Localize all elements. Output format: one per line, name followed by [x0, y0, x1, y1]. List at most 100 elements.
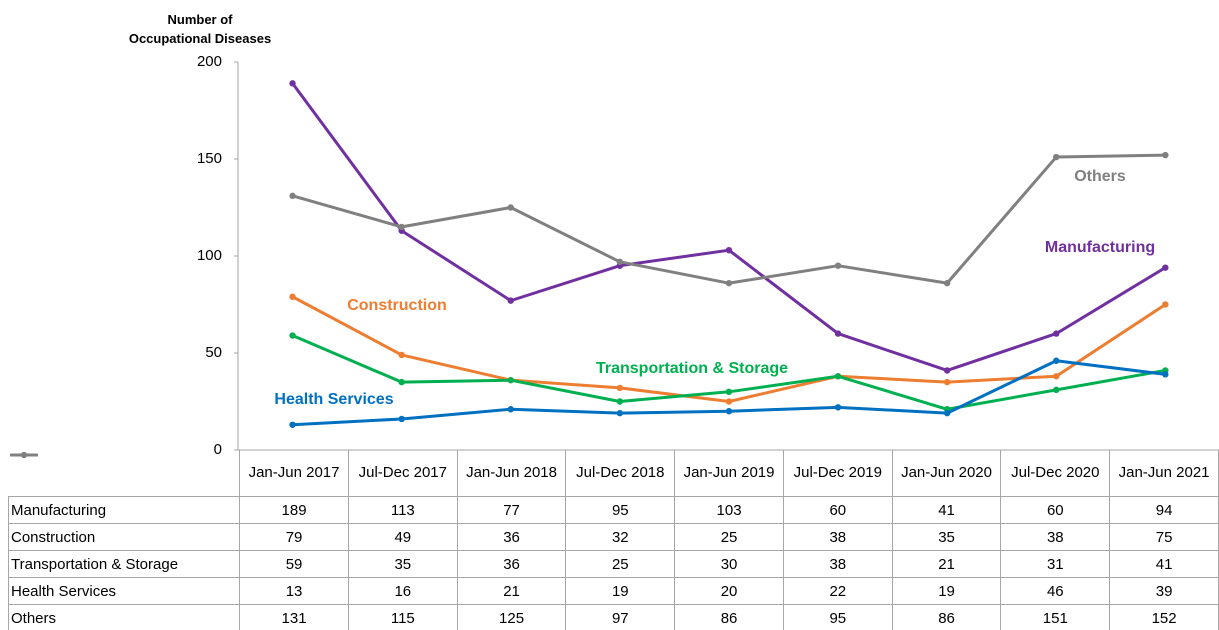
series-marker	[943, 409, 951, 417]
y-tick-label: 100	[197, 247, 222, 264]
x-tick-label: Jul-Dec 2020	[1011, 464, 1100, 481]
series-label: Others	[1074, 168, 1126, 185]
series-marker	[289, 80, 296, 87]
data-cell: 20	[674, 577, 784, 605]
series-marker	[398, 378, 405, 386]
x-tick-label: Jul-Dec 2019	[793, 464, 882, 481]
data-cell: 38	[1000, 523, 1111, 551]
data-cell: 39	[1109, 577, 1219, 605]
category-cell: Jan-Jun 2019	[674, 450, 784, 497]
series-marker	[1053, 153, 1060, 161]
data-cell: 60	[782, 496, 893, 524]
data-cell: 21	[456, 577, 567, 605]
series-marker	[616, 384, 624, 392]
legend-cell: Health Services	[7, 452, 241, 605]
series-marker	[398, 223, 405, 231]
series-marker	[1162, 301, 1169, 308]
data-cell: 97	[565, 604, 676, 630]
series-marker	[834, 262, 842, 269]
series-marker	[725, 408, 733, 415]
category-cell: Jul-Dec 2019	[782, 450, 893, 497]
series-marker	[834, 373, 842, 380]
data-cell: 94	[1109, 496, 1219, 524]
data-cell: 46	[1000, 577, 1111, 605]
data-cell: 79	[239, 523, 349, 551]
x-tick-label: Jul-Dec 2018	[576, 464, 665, 481]
series-marker	[725, 279, 733, 287]
series-line	[292, 153, 1166, 285]
data-cell: 95	[782, 604, 893, 630]
data-cell: 115	[347, 604, 458, 630]
data-cell: 152	[1109, 604, 1219, 630]
data-cell: 41	[1109, 550, 1219, 578]
series-marker	[725, 398, 733, 405]
category-cell: Jul-Dec 2020	[1000, 450, 1111, 497]
series-label: Manufacturing	[1045, 239, 1155, 256]
y-tick-label: 0	[214, 441, 222, 458]
data-cell: 86	[891, 604, 1002, 630]
data-cell: 60	[1000, 496, 1111, 524]
data-cell: 38	[782, 550, 893, 578]
x-tick-label: Jan-Jun 2020	[901, 464, 992, 481]
category-cell: Jan-Jun 2018	[456, 450, 567, 497]
y-axis-title: Number of Occupational Diseases	[128, 12, 272, 46]
series-marker	[289, 332, 296, 339]
series-marker	[1162, 264, 1169, 271]
series-marker	[398, 415, 405, 423]
legend-cell: Others	[7, 452, 241, 630]
header-row: Jan-Jun 2017 Jul-Dec 2017 Jan-Jun 2018 Jul-…	[8, 450, 1219, 497]
series-marker	[616, 258, 624, 266]
x-tick-label: Jan-Jun 2017	[248, 464, 340, 481]
table-row: Others 131 115 125 97 86 95 86 151 152	[7, 452, 1219, 630]
x-tick-label: Jan-Jun 2019	[683, 464, 775, 481]
series-marker	[1162, 151, 1169, 159]
data-cell: 75	[1109, 523, 1219, 551]
series-marker	[1162, 371, 1169, 378]
series-marker	[616, 409, 624, 417]
series-line	[291, 82, 1167, 372]
data-cell: 16	[347, 577, 458, 605]
series-marker	[507, 406, 514, 413]
series-label: Transportation & Storage	[596, 360, 788, 377]
x-tick-label: Jan-Jun 2021	[1118, 464, 1210, 481]
series-marker	[1053, 386, 1060, 394]
data-cell: 41	[891, 496, 1002, 524]
y-tick-label: 50	[205, 344, 222, 361]
data-cell: 25	[674, 523, 784, 551]
series-marker	[725, 388, 733, 395]
data-cell: 19	[565, 577, 676, 605]
data-cell: 25	[565, 550, 676, 578]
data-cell: 22	[782, 577, 893, 605]
series-marker	[616, 398, 624, 405]
data-cell: 151	[1000, 604, 1111, 630]
category-cell: Jan-Jun 2021	[1109, 450, 1219, 497]
y-tick-label: 200	[197, 53, 222, 70]
legend-label: Others	[11, 609, 57, 627]
data-cell: 38	[782, 523, 893, 551]
series-marker	[289, 293, 296, 300]
legend-label: Health Services	[11, 582, 117, 600]
series-marker	[943, 279, 951, 287]
series-marker	[1053, 373, 1060, 380]
data-cell: 21	[891, 550, 1002, 578]
legend-key	[9, 452, 38, 458]
series-marker	[725, 246, 733, 254]
series-marker	[1053, 357, 1060, 364]
data-cell: 13	[239, 577, 349, 605]
data-cell: 86	[674, 604, 784, 630]
legend-label: Manufacturing	[11, 501, 107, 519]
series-marker	[834, 404, 842, 411]
data-cell: 32	[565, 523, 676, 551]
category-cell: Jul-Dec 2017	[347, 450, 458, 497]
data-cell: 113	[347, 496, 458, 524]
series-marker	[507, 297, 514, 304]
legend-label: Construction	[11, 528, 96, 546]
x-tick-label: Jul-Dec 2017	[358, 464, 447, 481]
data-cell: 59	[239, 550, 349, 578]
corner-cell	[8, 450, 241, 497]
category-cell: Jan-Jun 2017	[239, 450, 349, 497]
data-table: Jan-Jun 2017 Jul-Dec 2017 Jan-Jun 2018 Jul-…	[7, 450, 1219, 630]
data-cell: 125	[456, 604, 567, 630]
